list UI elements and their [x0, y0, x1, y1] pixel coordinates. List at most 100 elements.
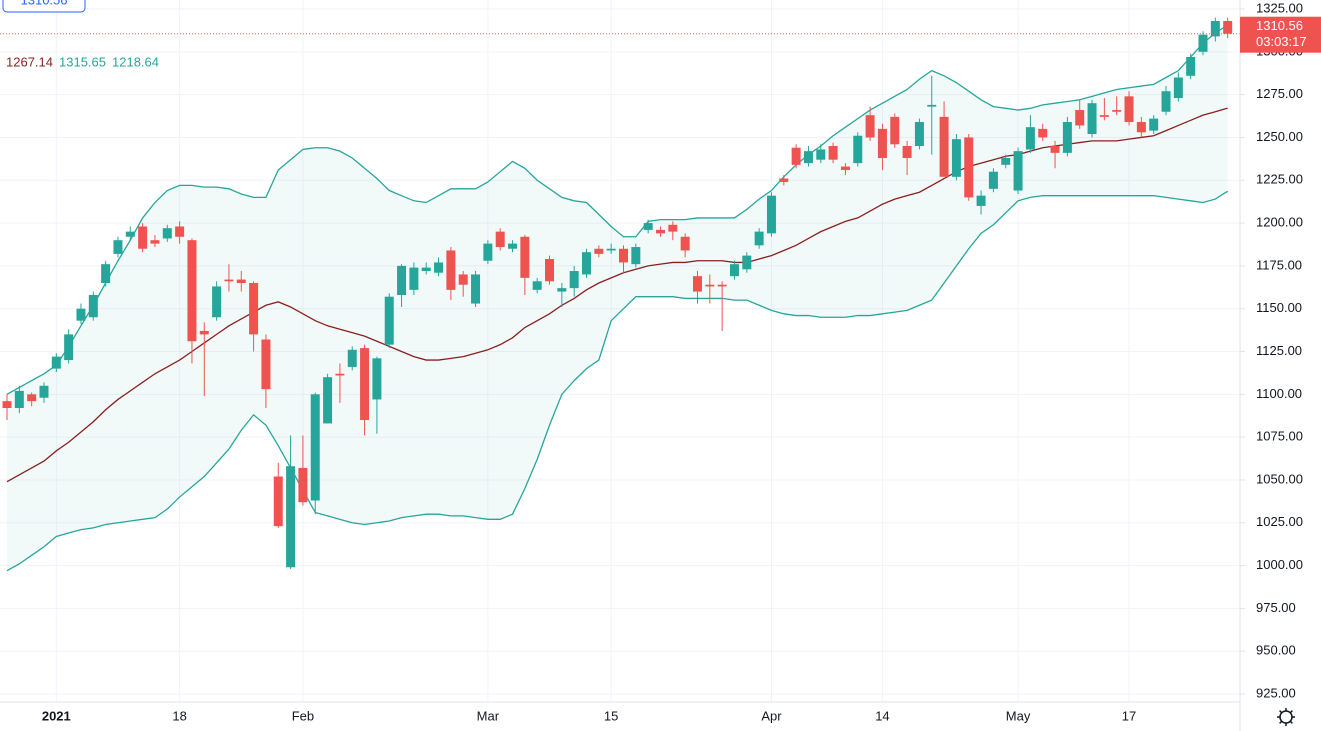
candle-body	[1173, 77, 1183, 99]
y-tick-label: 1325.00	[1256, 0, 1303, 15]
upper-band	[6, 24, 1229, 395]
y-tick-label: 1175.00	[1256, 257, 1302, 272]
last-price-box	[1240, 16, 1321, 53]
candle-body	[742, 255, 752, 270]
candle-body	[951, 139, 961, 177]
candle-body	[680, 236, 690, 251]
candle-body	[51, 356, 61, 369]
candle-body	[495, 231, 505, 248]
candle-body	[249, 283, 259, 335]
plot-area	[0, 17, 1240, 572]
x-tick-label: May	[1006, 708, 1031, 723]
candle-body	[766, 195, 776, 234]
candle-body	[1136, 122, 1146, 133]
lower-band	[6, 190, 1229, 572]
basis-line	[6, 107, 1228, 483]
candle-body	[162, 228, 172, 239]
x-tick-label: Apr	[761, 708, 782, 723]
candle-body	[508, 243, 518, 249]
candle-body	[964, 137, 974, 198]
candle-body	[729, 264, 739, 277]
candle-body	[1112, 110, 1122, 112]
y-tick-label: 1000.00	[1256, 557, 1303, 572]
candle-body	[2, 401, 12, 409]
candle-body	[150, 240, 160, 244]
legend-value: 1218.64	[112, 54, 159, 69]
grid	[0, 0, 1240, 702]
x-tick-label: 14	[875, 708, 889, 723]
candle-body	[125, 231, 135, 237]
y-tick-label: 975.00	[1256, 600, 1296, 615]
candle-body	[236, 279, 246, 283]
candle-body	[372, 358, 382, 400]
x-tick-label: Mar	[477, 708, 500, 723]
candle-body	[310, 394, 320, 501]
candle-body	[828, 146, 838, 160]
candle-body	[76, 308, 86, 321]
candle-body	[655, 229, 665, 234]
y-tick-label: 1100.00	[1256, 386, 1302, 401]
candle-body	[1186, 56, 1196, 76]
candle-body	[976, 195, 986, 206]
candle-body	[1075, 110, 1085, 126]
candle-body	[582, 252, 592, 275]
candle-body	[927, 104, 937, 107]
y-tick-label: 1275.00	[1256, 86, 1303, 101]
candle-body	[1149, 118, 1159, 131]
candle-body	[816, 149, 826, 160]
candle-body	[840, 166, 850, 170]
price-badge	[2, 0, 86, 13]
candle-body	[323, 377, 333, 424]
candle-body	[692, 276, 702, 292]
candle-body	[458, 274, 468, 285]
y-tick-label: 1125.00	[1256, 343, 1302, 358]
gear-teeth[interactable]	[1277, 708, 1295, 726]
candle-body	[865, 115, 875, 138]
candle-body	[434, 262, 444, 273]
candle-body	[619, 248, 628, 263]
candle-body	[199, 330, 209, 335]
candle-body	[594, 248, 604, 254]
y-tick-label: 1200.00	[1256, 215, 1303, 230]
candle-body	[39, 385, 49, 398]
candle-body	[384, 296, 394, 345]
x-tick-label: 15	[604, 708, 618, 723]
candle-body	[914, 122, 924, 146]
candle-body	[877, 128, 887, 158]
candle-body	[261, 339, 271, 390]
x-tick-label: 18	[172, 708, 186, 723]
candle-body	[471, 274, 481, 304]
candle-body	[175, 226, 185, 237]
candle-body	[717, 284, 727, 287]
settings-button[interactable]	[1277, 708, 1295, 726]
candle-body	[1050, 146, 1060, 153]
legend-value: 1315.65	[59, 54, 106, 69]
candle-body	[1001, 157, 1011, 165]
candle-body	[14, 390, 24, 409]
candle-body	[890, 116, 900, 145]
candle-body	[212, 286, 222, 318]
y-tick-label: 1075.00	[1256, 429, 1303, 444]
price-badge-label: 1310.56	[21, 0, 68, 7]
y-tick-label: 925.00	[1256, 685, 1296, 700]
legend-value: 1267.14	[6, 54, 53, 69]
candle-body	[409, 267, 419, 290]
candle-body	[557, 288, 567, 292]
candle-body	[1161, 91, 1171, 112]
candle-body	[27, 394, 37, 402]
candle-body	[606, 248, 616, 251]
candle-body	[939, 116, 949, 177]
y-tick-label: 950.00	[1256, 643, 1296, 658]
y-tick-label: 1025.00	[1256, 514, 1303, 529]
candle-body	[643, 223, 653, 230]
candle-body	[1099, 115, 1109, 117]
candle-body	[88, 294, 98, 318]
candle-body	[988, 171, 998, 189]
candle-body	[298, 467, 308, 503]
candle-body	[1124, 96, 1134, 123]
candle-body	[286, 466, 296, 568]
candle-body	[779, 178, 789, 182]
